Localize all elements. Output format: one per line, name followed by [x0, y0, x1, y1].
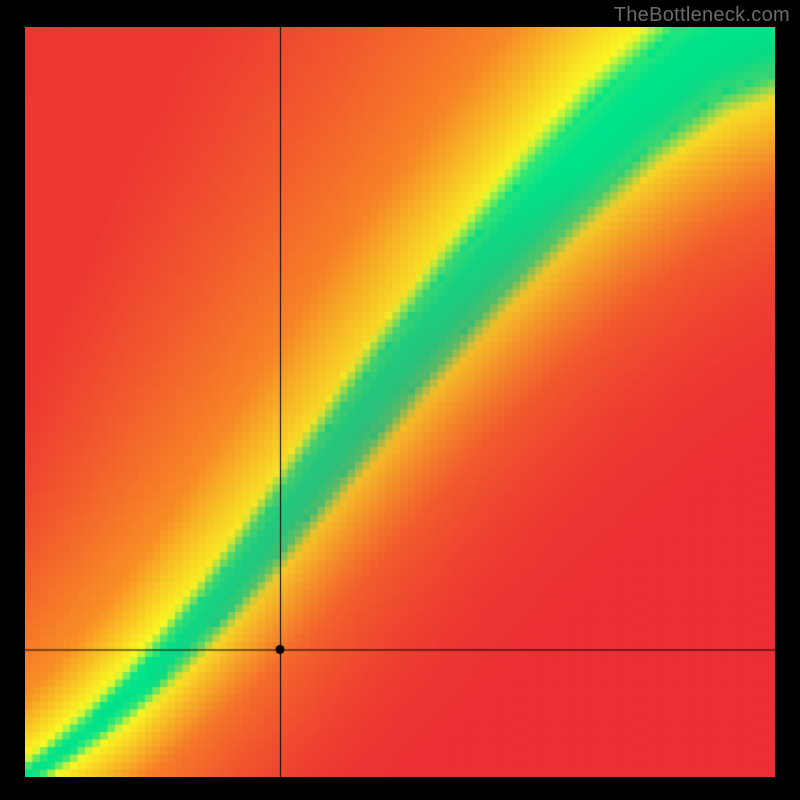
chart-container: TheBottleneck.com	[0, 0, 800, 800]
crosshair-canvas	[25, 27, 775, 777]
watermark-text: TheBottleneck.com	[614, 4, 790, 27]
